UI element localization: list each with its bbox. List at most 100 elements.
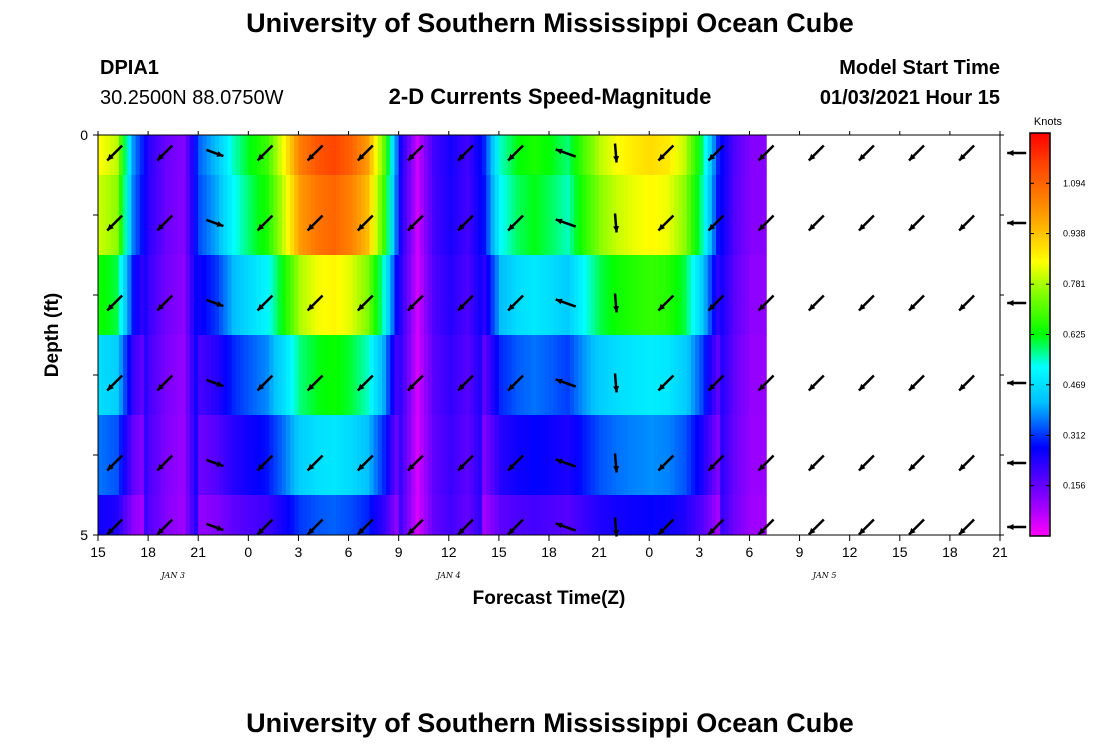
heatmap-cell: [615, 495, 621, 536]
heatmap-cell: [536, 255, 542, 336]
current-arrow: [613, 293, 620, 313]
heatmap-cell: [202, 335, 208, 416]
heatmap-cell: [281, 415, 287, 496]
heatmap-cell: [553, 175, 558, 256]
heatmap-cell: [156, 135, 162, 176]
heatmap-cell: [674, 255, 680, 336]
heatmap-cell: [336, 175, 341, 256]
heatmap-cell: [761, 255, 767, 336]
heatmap-cell: [636, 415, 642, 496]
heatmap-cell: [536, 135, 542, 176]
heatmap-cell: [436, 175, 442, 256]
heatmap-cell: [340, 175, 345, 256]
heatmap-cell: [127, 335, 133, 416]
heatmap-cell: [411, 255, 416, 336]
heatmap-cell: [235, 135, 241, 176]
arrow-head: [909, 303, 916, 311]
heatmap-cell: [473, 415, 479, 496]
current-arrow: [306, 294, 324, 312]
heatmap-cell: [327, 495, 333, 536]
arrow-head: [216, 525, 224, 531]
current-arrow: [858, 518, 875, 536]
heatmap-cell: [210, 255, 216, 336]
heatmap-cell: [452, 495, 458, 536]
arrow-head: [909, 463, 916, 471]
heatmap-cell: [632, 255, 638, 336]
heatmap-cell: [682, 255, 688, 336]
x-tick-label: 9: [796, 544, 804, 560]
current-arrow: [807, 518, 825, 536]
heatmap-cell: [741, 335, 746, 416]
heatmap-cell: [156, 175, 162, 256]
heatmap-cell: [273, 335, 279, 416]
heatmap-cell: [461, 175, 467, 256]
heatmap-cell: [315, 255, 320, 336]
heatmap-cell: [716, 175, 721, 256]
heatmap-cell: [102, 255, 107, 336]
heatmap-cell: [352, 335, 358, 416]
heatmap-cell: [381, 415, 387, 496]
heatmap-cell: [603, 335, 609, 416]
heatmap-cell: [494, 175, 500, 256]
heatmap-cell: [231, 495, 237, 536]
heatmap-cell: [398, 175, 404, 256]
heatmap-cell: [235, 255, 241, 336]
heatmap-cell: [348, 495, 354, 536]
heatmap-cell: [728, 335, 734, 416]
current-arrow: [555, 298, 577, 308]
heatmap-cell: [143, 495, 149, 536]
heatmap-cell: [277, 135, 283, 176]
heatmap-cell: [244, 415, 249, 496]
heatmap-cell: [753, 255, 759, 336]
arrow-head: [555, 148, 563, 155]
heatmap-cell: [707, 175, 713, 256]
arrow-head: [407, 527, 415, 535]
heatmap-cell: [473, 335, 479, 416]
heatmap-cell: [290, 415, 295, 496]
arrow-head: [858, 153, 866, 161]
current-arrow: [156, 374, 174, 392]
heatmap-cell: [269, 495, 274, 536]
heatmap-cell: [185, 335, 191, 416]
arrow-head: [407, 303, 415, 311]
heatmap-cell: [561, 135, 567, 176]
heatmap-cell: [277, 415, 283, 496]
heatmap-cell: [452, 175, 458, 256]
heatmap-cell: [586, 255, 592, 336]
heatmap-cell: [732, 175, 738, 256]
heatmap-cell: [206, 335, 212, 416]
heatmap-cell: [703, 415, 709, 496]
heatmap-cell: [327, 415, 333, 496]
heatmap-cell: [653, 175, 659, 256]
heatmap-cell: [285, 255, 291, 336]
heatmap-cell: [302, 255, 308, 336]
heatmap-cell: [123, 335, 128, 416]
heatmap-cell: [131, 495, 137, 536]
current-arrow: [707, 374, 725, 392]
heatmap-cell: [728, 495, 734, 536]
arrow-head: [555, 522, 563, 529]
heatmap-cell: [340, 135, 345, 176]
arrow-head: [307, 153, 315, 161]
heatmap-cell: [682, 495, 688, 536]
current-arrow: [613, 453, 620, 473]
heatmap-cell: [649, 335, 654, 416]
heatmap-cell: [294, 335, 300, 416]
current-arrow: [106, 214, 124, 232]
heatmap-cell: [352, 495, 358, 536]
heatmap-cell: [753, 335, 759, 416]
heatmap-cell: [114, 335, 120, 416]
heatmap-cell: [356, 135, 362, 176]
heatmap-cell: [732, 495, 738, 536]
heatmap-cell: [653, 255, 659, 336]
heatmap-cell: [123, 135, 128, 176]
heatmap-cell: [745, 175, 751, 256]
heatmap-cell: [544, 135, 550, 176]
heatmap-cell: [440, 495, 446, 536]
arrow-head: [407, 383, 415, 391]
heatmap-cell: [611, 135, 617, 176]
heatmap-cell: [549, 135, 554, 176]
heatmap-cell: [523, 415, 529, 496]
heatmap-cell: [540, 495, 546, 536]
heatmap-cell: [265, 135, 270, 176]
